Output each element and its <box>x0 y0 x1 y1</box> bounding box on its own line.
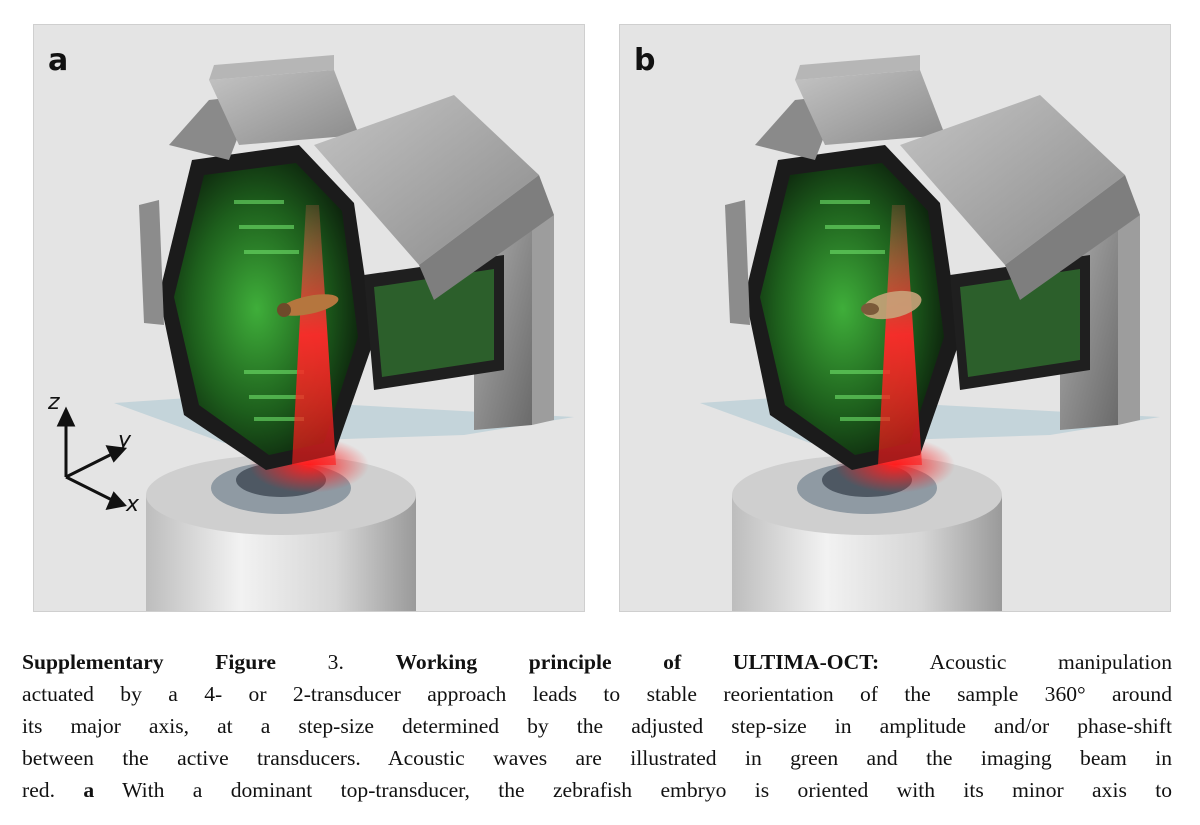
caption-number: 3. <box>327 650 344 674</box>
caption-line-2: actuated by a 4- or 2-transducer approac… <box>22 682 1172 706</box>
caption-line-3: its major axis, at a step-size determine… <box>22 714 1172 738</box>
caption-line-4: between the active transducers. Acoustic… <box>22 746 1172 770</box>
caption-prefix: Supplementary Figure <box>22 650 276 674</box>
panel-label-a: a <box>48 43 69 78</box>
panel-label-b: b <box>634 43 656 78</box>
caption-line-1-rest: Acoustic manipulation <box>929 650 1172 674</box>
x-axis-label: x <box>125 492 140 517</box>
caption-line-1: Supplementary Figure 3. Working principl… <box>22 646 1172 678</box>
z-axis-label: z <box>47 390 60 415</box>
caption-panel-ref-a: a <box>83 778 95 802</box>
caption-line-5: red. a With a dominant top-transducer, t… <box>22 774 1172 806</box>
caption-line-5-rest: With a dominant top-transducer, the zebr… <box>122 778 1172 802</box>
device-illustration-b <box>700 55 1160 611</box>
coordinate-axes <box>56 406 128 510</box>
device-illustration-a: z y x <box>47 55 574 611</box>
y-axis-label: y <box>117 428 132 453</box>
figure-caption: Supplementary Figure 3. Working principl… <box>22 646 1172 806</box>
figure-panel-a: z y x a <box>33 24 585 612</box>
caption-line-5-prefix: red. <box>22 778 55 802</box>
caption-title: Working principle of ULTIMA-OCT: <box>395 650 880 674</box>
figure-panel-b: b <box>619 24 1171 612</box>
